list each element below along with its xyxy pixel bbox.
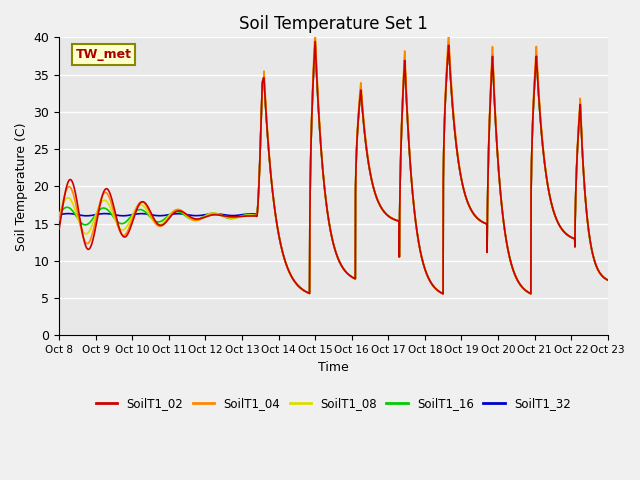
X-axis label: Time: Time [318, 360, 349, 374]
Title: Soil Temperature Set 1: Soil Temperature Set 1 [239, 15, 428, 33]
Legend: SoilT1_02, SoilT1_04, SoilT1_08, SoilT1_16, SoilT1_32: SoilT1_02, SoilT1_04, SoilT1_08, SoilT1_… [91, 392, 575, 414]
Text: TW_met: TW_met [76, 48, 132, 61]
Y-axis label: Soil Temperature (C): Soil Temperature (C) [15, 122, 28, 251]
